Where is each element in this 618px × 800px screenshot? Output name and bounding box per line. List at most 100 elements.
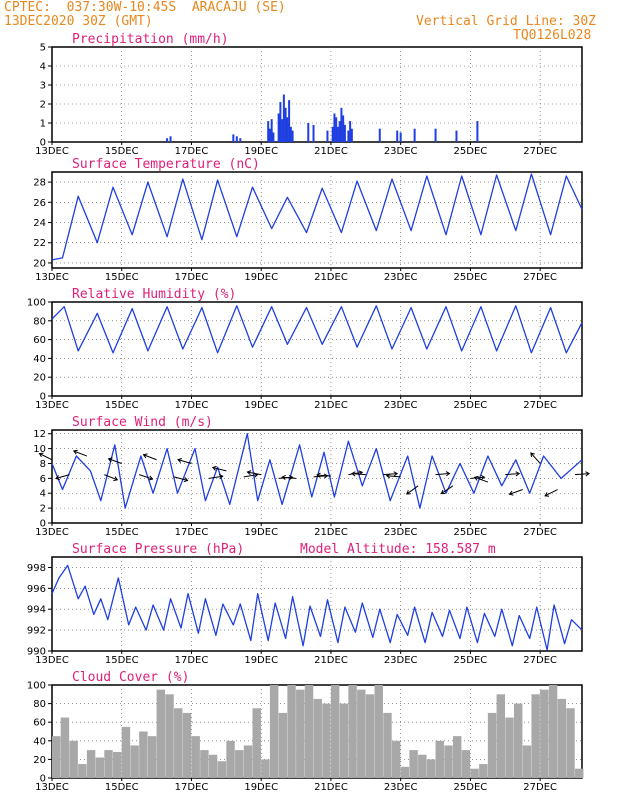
cloud-bar <box>121 726 131 778</box>
temp-ytick-label: 20 <box>33 258 46 269</box>
wind-xtick-label: 23DEC <box>384 527 418 538</box>
precip-xtick-label: 15DEC <box>105 146 139 157</box>
rh-ytick-label: 20 <box>33 373 46 384</box>
pres-xtick-label: 23DEC <box>384 655 418 666</box>
wind-arrow-head <box>211 465 217 471</box>
precip-bar <box>284 107 287 142</box>
cloud-bar <box>208 754 218 778</box>
wind-xtick-label: 13DEC <box>35 527 69 538</box>
cloud-bar <box>52 736 61 778</box>
precip-bar <box>340 107 343 142</box>
temp-xtick-label: 27DEC <box>523 272 557 283</box>
cloud-ytick-label: 100 <box>27 681 46 692</box>
precip-bar <box>169 136 172 142</box>
cloud-bar <box>514 703 523 778</box>
precip-bar <box>267 121 270 142</box>
wind-xtick-label: 15DEC <box>105 527 139 538</box>
wind-arrow-shaft <box>108 458 122 464</box>
precip-bar <box>338 121 341 142</box>
cloud-bar <box>147 736 157 778</box>
rh-xtick-label: 23DEC <box>384 400 418 411</box>
wind-arrow-head <box>445 471 451 477</box>
cloud-bar <box>487 712 497 778</box>
wind-arrow-head <box>183 477 189 483</box>
cloud-bar <box>348 685 357 778</box>
cloud-bar <box>226 740 235 778</box>
precip-bar <box>378 128 381 142</box>
precip-bar <box>335 117 338 142</box>
precip-bar <box>343 124 346 142</box>
cloud-bar <box>269 685 279 778</box>
temp-ytick-label: 24 <box>33 218 46 229</box>
pres-ytick-label: 996 <box>27 584 46 595</box>
temp-xtick-label: 17DEC <box>175 272 209 283</box>
rh-ytick-label: 60 <box>33 335 46 346</box>
rh-frame <box>51 301 583 397</box>
cloud-bar <box>165 694 174 778</box>
cloud-bar <box>540 689 549 778</box>
precip-frame <box>51 46 583 143</box>
grid-line-note: Vertical Grid Line: 30Z <box>416 14 597 29</box>
rh-xtick-label: 15DEC <box>105 400 139 411</box>
cloud-xtick-label: 25DEC <box>454 782 488 793</box>
precip-bar <box>455 130 458 142</box>
wind-arrow-shaft <box>73 450 88 457</box>
temp-xtick-label: 15DEC <box>105 272 139 283</box>
precip-ytick-label: 3 <box>40 81 46 92</box>
precip-bar <box>268 128 271 142</box>
wind-arrow-shaft <box>474 476 489 483</box>
cloud-bar <box>200 750 209 778</box>
cloud-bar <box>444 745 453 778</box>
cloud-bar <box>391 740 401 778</box>
rh-xtick-label: 27DEC <box>523 400 557 411</box>
wind-ytick-label: 0 <box>40 519 46 530</box>
temp-frame <box>51 171 583 269</box>
cloud-bar <box>113 751 122 778</box>
cloud-ytick-label: 60 <box>33 718 46 729</box>
cloud-ytick-label: 20 <box>33 755 46 766</box>
precip-title: Precipitation (mm/h) <box>72 32 229 47</box>
wind-arrow-head <box>350 471 356 477</box>
wind-arrow-head <box>515 471 521 477</box>
cloud-ytick-label: 80 <box>33 699 46 710</box>
cloud-bar <box>252 708 261 778</box>
wind-arrow-head <box>177 458 182 463</box>
temp-xtick-label: 23DEC <box>384 272 418 283</box>
wind-arrow-shaft <box>212 467 227 472</box>
pres-xtick-label: 19DEC <box>244 655 278 666</box>
cloud-bar <box>278 712 288 778</box>
cloud-bar <box>575 768 584 778</box>
pres-xtick-label: 21DEC <box>314 655 348 666</box>
wind-arrow-head <box>72 449 78 455</box>
wind-arrow-shaft <box>173 476 188 481</box>
wind-arrow-head <box>281 474 286 480</box>
wind-arrow-shaft <box>406 485 419 495</box>
precip-bar <box>239 138 242 142</box>
wind-arrow-shaft <box>505 473 520 476</box>
wind-arrow-head <box>530 452 535 458</box>
wind-arrow-head <box>440 489 446 495</box>
precip-xtick-label: 21DEC <box>314 146 348 157</box>
wind-xtick-label: 17DEC <box>175 527 209 538</box>
wind-arrow-head <box>385 473 391 479</box>
wind-arrow-shaft <box>177 459 192 464</box>
precip-bar <box>272 132 275 142</box>
wind-arrow-shaft <box>351 473 366 476</box>
precip-bar <box>312 124 315 142</box>
cloud-bar <box>400 766 410 778</box>
pres-title: Surface Pressure (hPa) <box>72 542 244 557</box>
cloud-bar <box>182 712 192 778</box>
precip-bar <box>350 128 353 142</box>
cloud-bar <box>78 764 87 778</box>
cloud-bar <box>365 694 375 778</box>
cloud-bar <box>470 768 479 778</box>
wind-arrow-head <box>246 470 252 476</box>
wind-arrow-head <box>480 474 486 480</box>
pres-ytick-label: 998 <box>27 563 46 574</box>
pres-xtick-label: 25DEC <box>454 655 488 666</box>
pres-xtick-label: 13DEC <box>35 655 69 666</box>
pres-ytick-label: 994 <box>27 605 46 616</box>
temp-xtick-label: 19DEC <box>244 272 278 283</box>
cloud-bar <box>374 685 383 778</box>
pres-xtick-label: 17DEC <box>175 655 209 666</box>
